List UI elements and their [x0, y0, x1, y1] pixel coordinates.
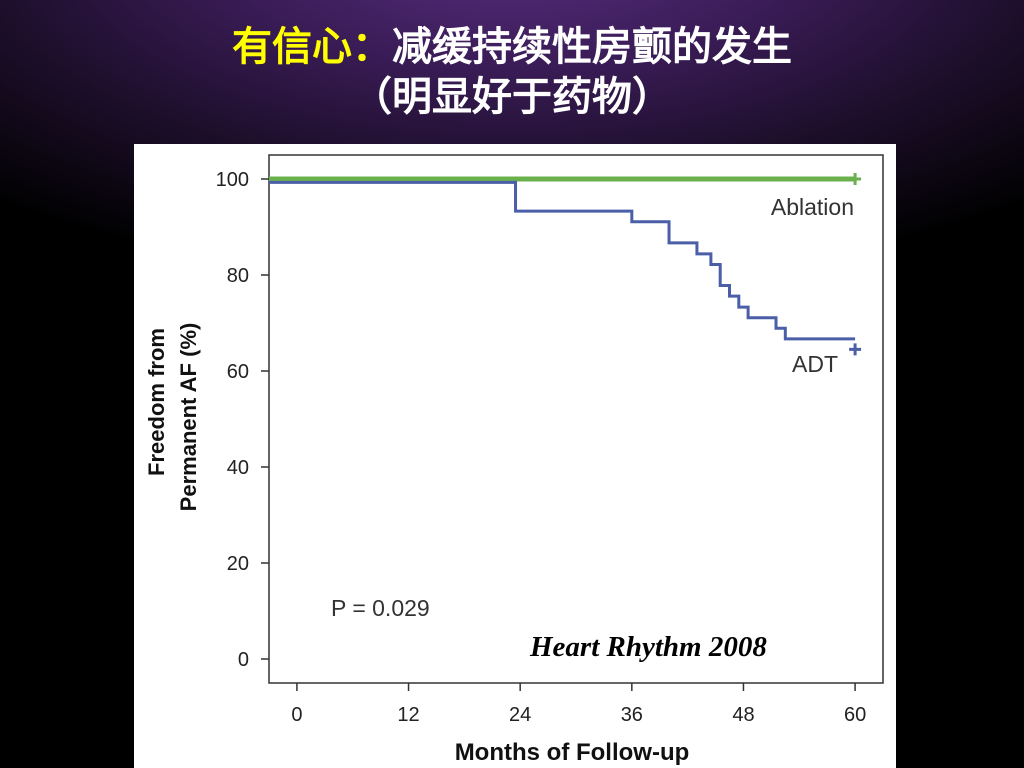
y-axis-label-line-2: Permanent AF (%) [176, 323, 201, 512]
y-tick-label: 40 [227, 457, 249, 479]
y-tick-label: 80 [227, 265, 249, 287]
censor-mark-adt [849, 343, 862, 356]
y-tick-label: 60 [227, 361, 249, 383]
series-line-adt [269, 180, 856, 341]
y-tick-label: 100 [216, 169, 249, 191]
censor-mark-ablation [849, 173, 862, 185]
x-tick-label: 60 [844, 704, 866, 726]
title-line-1: 有信心：减缓持续性房颤的发生 [0, 22, 1024, 72]
p-value-annotation: P = 0.029 [331, 595, 430, 621]
title-highlight: 有信心： [232, 23, 392, 70]
y-tick-label: 20 [227, 553, 249, 575]
citation: Heart Rhythm 2008 [530, 631, 767, 663]
x-tick-label: 0 [291, 704, 302, 726]
series-layer [269, 173, 862, 356]
x-tick-label: 48 [732, 704, 754, 726]
series-label-adt: ADT [792, 351, 838, 377]
x-axis-label: Months of Follow-up [455, 739, 690, 766]
y-axis: 0 20 40 60 80 100 [216, 169, 269, 671]
km-chart: 0 20 40 60 80 100 0 12 24 36 48 60 Freedom from Pe… [144, 154, 884, 766]
x-tick-label: 24 [509, 704, 531, 726]
y-tick-label: 0 [238, 649, 249, 671]
slide-title: 有信心：减缓持续性房颤的发生 （明显好于药物） [0, 22, 1024, 122]
title-main: 减缓持续性房颤的发生 [392, 23, 792, 70]
plot-frame [268, 154, 884, 684]
y-axis-label-line-1: Freedom from [144, 328, 169, 476]
x-tick-label: 36 [621, 704, 643, 726]
chart-panel: 0 20 40 60 80 100 0 12 24 36 48 60 Freedom from Pe… [134, 144, 896, 768]
x-axis: 0 12 24 36 48 60 [291, 683, 866, 726]
x-tick-label: 12 [397, 704, 419, 726]
title-line-2: （明显好于药物） [352, 73, 672, 120]
series-label-ablation: Ablation [771, 194, 854, 220]
